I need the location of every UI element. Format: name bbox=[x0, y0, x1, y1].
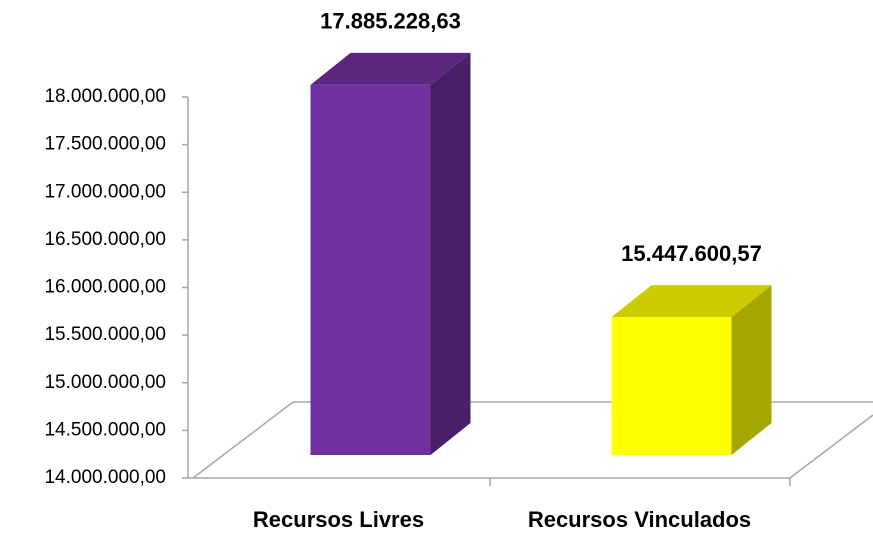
y-tick-label: 14.500.000,00 bbox=[44, 419, 166, 440]
bar-top bbox=[310, 52, 471, 85]
bar bbox=[310, 84, 431, 455]
value-label: 17.885.228,63 bbox=[320, 9, 461, 34]
value-label: 15.447.600,57 bbox=[621, 241, 762, 266]
y-tick-label: 17.500.000,00 bbox=[44, 134, 166, 155]
bar-side bbox=[731, 285, 772, 455]
bar bbox=[611, 317, 732, 455]
y-tick-label: 15.000.000,00 bbox=[44, 372, 166, 393]
y-tick-label: 14.000.000,00 bbox=[44, 467, 166, 488]
y-tick-label: 16.500.000,00 bbox=[44, 229, 166, 250]
bar-top bbox=[611, 285, 772, 318]
x-tick-label: Recursos Vinculados bbox=[528, 507, 751, 532]
y-tick-label: 18.000.000,00 bbox=[44, 86, 166, 107]
y-tick-label: 17.000.000,00 bbox=[44, 181, 166, 202]
y-tick-label: 16.000.000,00 bbox=[44, 277, 166, 298]
floor-right bbox=[789, 414, 873, 479]
bar-side bbox=[430, 52, 471, 455]
y-tick-label: 15.500.000,00 bbox=[44, 324, 166, 345]
x-tick-label: Recursos Livres bbox=[253, 507, 424, 532]
